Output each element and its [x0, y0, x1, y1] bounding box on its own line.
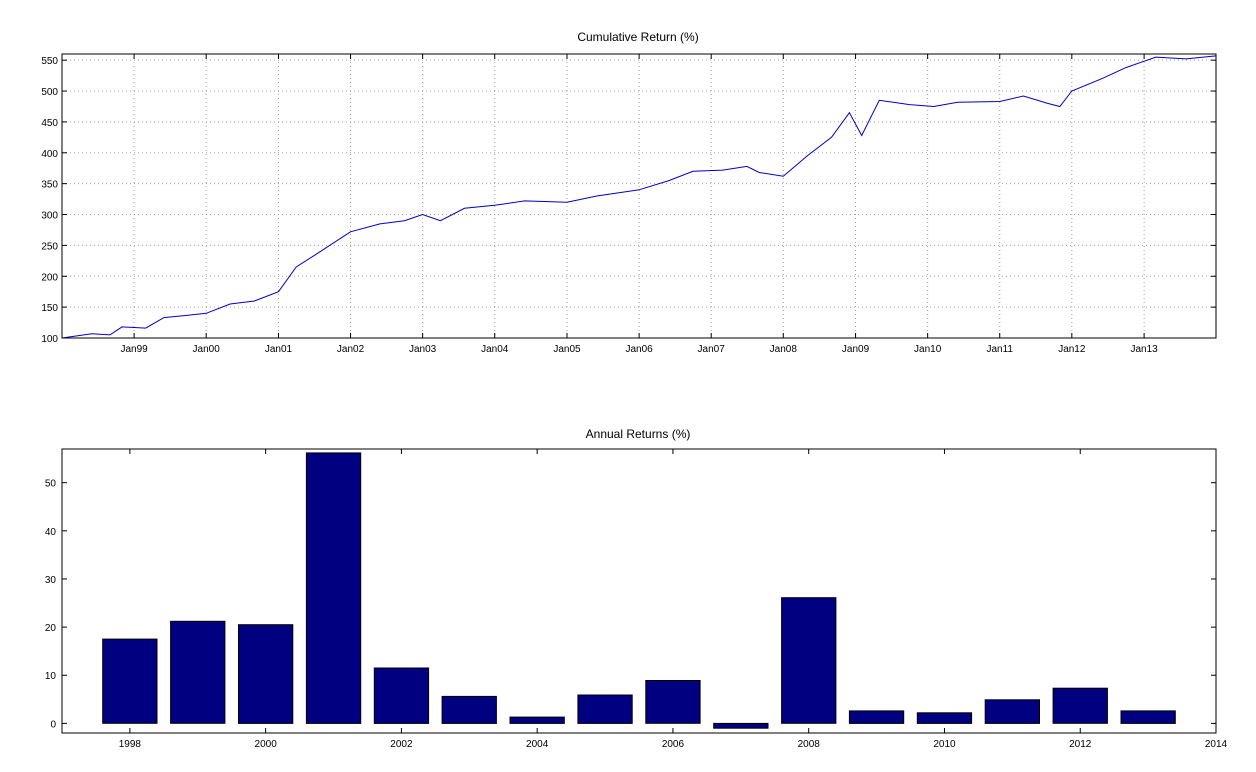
x-tick-label: Jan09: [842, 344, 870, 355]
y-tick-label: 550: [41, 56, 58, 67]
bar-chart-axes-box: [61, 448, 1217, 734]
x-tick-label: Jan02: [337, 344, 365, 355]
bar-1998: [102, 638, 158, 724]
cumulative-return-chart: Cumulative Return (%) 100 150 200 250 300 350…: [41, 30, 1217, 355]
bar-2005: [577, 694, 633, 724]
x-tick-label: Jan06: [625, 344, 653, 355]
bar-2007: [713, 722, 769, 729]
line-chart-ticks: 100 150 200 250 300 350 400 450 500 550 Jan99 Jan00…: [41, 54, 1216, 355]
bar-chart-ticks: 0 10 20 30 40 50 1998 2000 2002 2004 2006 2008 2010 2…: [45, 449, 1228, 750]
bar-chart-bars: [102, 452, 1176, 729]
x-tick-label: Jan99: [120, 344, 148, 355]
y-tick-label: 450: [41, 118, 58, 129]
line-chart-plot-area: [61, 55, 1217, 339]
x-tick-label: Jan00: [193, 344, 221, 355]
y-tick-label: 400: [41, 149, 58, 160]
bar-2004: [509, 716, 565, 724]
y-tick-label: 300: [41, 211, 58, 222]
x-tick-label: 2008: [798, 739, 821, 750]
bar-2003: [441, 695, 497, 724]
bar-chart-title: Annual Returns (%): [586, 427, 691, 441]
x-tick-label: Jan08: [770, 344, 798, 355]
x-tick-label: Jan13: [1130, 344, 1158, 355]
x-tick-label: 2000: [255, 739, 278, 750]
bar-2012: [1052, 687, 1108, 724]
bar-2013: [1120, 710, 1176, 724]
y-tick-label: 10: [45, 671, 57, 682]
bar-2008: [781, 597, 837, 724]
bar-2002: [373, 667, 430, 724]
bar-2011: [984, 699, 1041, 724]
bar-2000: [238, 624, 294, 724]
line-chart-axes-box: [61, 53, 1217, 339]
y-tick-label: 150: [41, 303, 58, 314]
annual-returns-chart: Annual Returns (%) 0 10 20 30 40 50 1998 2000 20…: [45, 427, 1228, 750]
y-tick-label: 50: [45, 479, 57, 490]
y-tick-label: 0: [50, 719, 56, 730]
x-tick-label: Jan03: [409, 344, 437, 355]
y-tick-label: 500: [41, 87, 58, 98]
bar-2001: [305, 452, 362, 724]
cumulative-return-line: [61, 55, 1217, 339]
x-tick-label: 2012: [1069, 739, 1092, 750]
y-tick-label: 250: [41, 241, 58, 252]
y-tick-label: 40: [45, 527, 57, 538]
x-tick-label: Jan04: [481, 344, 509, 355]
y-tick-label: 30: [45, 575, 57, 586]
x-tick-label: 2010: [933, 739, 956, 750]
bar-1999: [170, 620, 226, 724]
x-tick-label: Jan12: [1058, 344, 1086, 355]
y-tick-label: 100: [41, 334, 58, 345]
bar-2006: [645, 680, 701, 724]
line-chart-title: Cumulative Return (%): [577, 30, 698, 44]
x-tick-label: Jan07: [698, 344, 726, 355]
x-tick-label: Jan01: [265, 344, 293, 355]
y-tick-label: 200: [41, 272, 58, 283]
bar-2010: [916, 712, 973, 724]
y-tick-label: 20: [45, 623, 57, 634]
x-tick-label: 2002: [390, 739, 413, 750]
line-chart-grid: [62, 54, 1216, 339]
x-tick-label: 2004: [526, 739, 549, 750]
bar-2009: [848, 710, 905, 724]
x-tick-label: Jan10: [914, 344, 942, 355]
x-tick-label: Jan11: [986, 344, 1013, 355]
x-tick-label: 2014: [1205, 739, 1228, 750]
x-tick-label: Jan05: [553, 344, 581, 355]
x-tick-label: 1998: [119, 739, 142, 750]
y-tick-label: 350: [41, 180, 58, 191]
x-tick-label: 2006: [662, 739, 685, 750]
